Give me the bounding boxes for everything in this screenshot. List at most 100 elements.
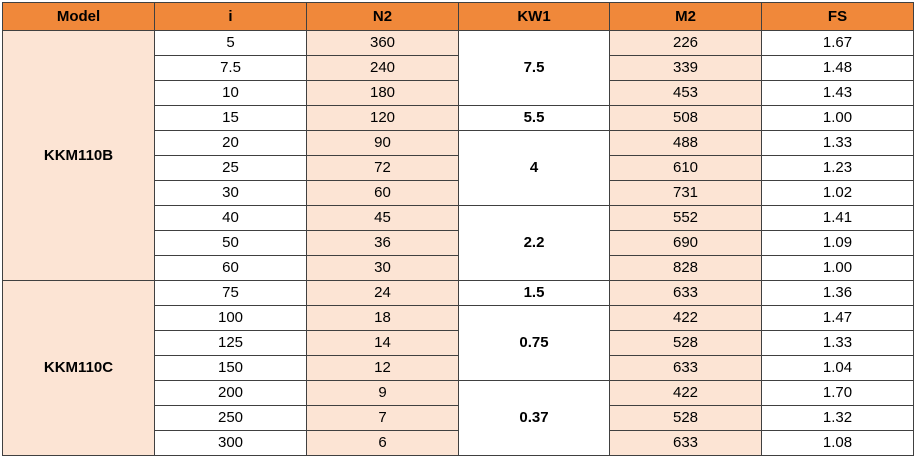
- kw1-cell: 2.2: [458, 205, 610, 281]
- ratio-cell: 100: [154, 305, 307, 331]
- header-row: Model i N2 KW1 M2 FS: [2, 2, 914, 31]
- fs-cell: 1.32: [761, 405, 914, 431]
- n2-cell: 9: [306, 380, 459, 406]
- model-cell: KKM110B: [2, 30, 155, 281]
- fs-cell: 1.23: [761, 155, 914, 181]
- n2-cell: 360: [306, 30, 459, 56]
- ratio-cell: 5: [154, 30, 307, 56]
- m2-cell: 633: [609, 430, 762, 456]
- n2-cell: 72: [306, 155, 459, 181]
- header-n2: N2: [306, 2, 459, 31]
- table-row: 15 120 5.5 508 1.00: [3, 105, 914, 131]
- table-row: KKM110B 5 360 7.5 226 1.67: [2, 30, 914, 281]
- fs-cell: 1.33: [761, 330, 914, 356]
- m2-cell: 731: [609, 180, 762, 206]
- ratio-cell: 15: [154, 105, 307, 131]
- n2-cell: 240: [306, 55, 459, 81]
- m2-cell: 552: [609, 205, 762, 231]
- kw1-cell: 5.5: [458, 105, 610, 131]
- ratio-cell: 40: [154, 205, 307, 231]
- table-row: 150 12 633 1.04: [3, 355, 914, 381]
- table-row: 30 60 731 1.02: [3, 180, 914, 206]
- table-row: 7.5 240 339 1.48: [3, 55, 914, 81]
- ratio-cell: 60: [154, 255, 307, 281]
- ratio-cell: 25: [154, 155, 307, 181]
- fs-cell: 1.00: [761, 105, 914, 131]
- m2-cell: 453: [609, 80, 762, 106]
- m2-cell: 528: [609, 405, 762, 431]
- n2-cell: 60: [306, 180, 459, 206]
- table-row: 200 9 0.37 422 1.70: [3, 380, 914, 456]
- kw1-cell: 0.75: [458, 305, 610, 381]
- n2-cell: 14: [306, 330, 459, 356]
- model-cell: KKM110C: [2, 280, 155, 456]
- m2-cell: 422: [609, 380, 762, 406]
- n2-cell: 12: [306, 355, 459, 381]
- m2-cell: 610: [609, 155, 762, 181]
- n2-cell: 180: [306, 80, 459, 106]
- fs-cell: 1.08: [761, 430, 914, 456]
- fs-cell: 1.04: [761, 355, 914, 381]
- m2-cell: 422: [609, 305, 762, 331]
- m2-cell: 633: [609, 355, 762, 381]
- n2-cell: 45: [306, 205, 459, 231]
- header-m2: M2: [609, 2, 762, 31]
- m2-cell: 488: [609, 130, 762, 156]
- n2-cell: 6: [306, 430, 459, 456]
- ratio-cell: 10: [154, 80, 307, 106]
- table-row: 100 18 0.75 422 1.47: [3, 305, 914, 381]
- kw1-cell: 1.5: [458, 280, 610, 306]
- m2-cell: 226: [609, 30, 762, 56]
- table-row: 50 36 690 1.09: [3, 230, 914, 256]
- table-row: 10 180 453 1.43: [3, 80, 914, 106]
- fs-cell: 1.02: [761, 180, 914, 206]
- ratio-cell: 300: [154, 430, 307, 456]
- table-row: 300 6 633 1.08: [3, 430, 914, 456]
- ratio-cell: 150: [154, 355, 307, 381]
- fs-cell: 1.41: [761, 205, 914, 231]
- ratio-cell: 7.5: [154, 55, 307, 81]
- fs-cell: 1.33: [761, 130, 914, 156]
- fs-cell: 1.48: [761, 55, 914, 81]
- table-row: 25 72 610 1.23: [3, 155, 914, 181]
- n2-cell: 90: [306, 130, 459, 156]
- ratio-cell: 125: [154, 330, 307, 356]
- n2-cell: 7: [306, 405, 459, 431]
- n2-cell: 18: [306, 305, 459, 331]
- n2-cell: 24: [306, 280, 459, 306]
- ratio-cell: 20: [154, 130, 307, 156]
- header-i: i: [154, 2, 307, 31]
- fs-cell: 1.09: [761, 230, 914, 256]
- ratio-cell: 200: [154, 380, 307, 406]
- m2-cell: 633: [609, 280, 762, 306]
- ratio-cell: 30: [154, 180, 307, 206]
- n2-cell: 120: [306, 105, 459, 131]
- m2-cell: 690: [609, 230, 762, 256]
- table-row: 125 14 528 1.33: [3, 330, 914, 356]
- gearmotor-spec-table: Model i N2 KW1 M2 FS KKM110B 5 360 7.5 226 1.…: [2, 2, 914, 456]
- m2-cell: 828: [609, 255, 762, 281]
- table-header: Model i N2 KW1 M2 FS: [2, 2, 914, 31]
- ratio-cell: 250: [154, 405, 307, 431]
- m2-cell: 339: [609, 55, 762, 81]
- m2-cell: 508: [609, 105, 762, 131]
- kw1-cell: 0.37: [458, 380, 610, 456]
- n2-cell: 30: [306, 255, 459, 281]
- table-row: 20 90 4 488 1.33: [3, 130, 914, 206]
- header-model: Model: [2, 2, 155, 31]
- table-row: KKM110C 75 24 1.5 633 1.36: [2, 280, 914, 456]
- fs-cell: 1.47: [761, 305, 914, 331]
- ratio-cell: 50: [154, 230, 307, 256]
- table-body: KKM110B 5 360 7.5 226 1.67 7.5 240 339 1.48 10 180 4…: [2, 30, 914, 456]
- fs-cell: 1.70: [761, 380, 914, 406]
- kw1-cell: 7.5: [458, 30, 610, 106]
- n2-cell: 36: [306, 230, 459, 256]
- kw1-cell: 4: [458, 130, 610, 206]
- table-row: 40 45 2.2 552 1.41: [3, 205, 914, 281]
- fs-cell: 1.00: [761, 255, 914, 281]
- fs-cell: 1.43: [761, 80, 914, 106]
- header-kw1: KW1: [458, 2, 610, 31]
- ratio-cell: 75: [154, 280, 307, 306]
- fs-cell: 1.36: [761, 280, 914, 306]
- header-fs: FS: [761, 2, 914, 31]
